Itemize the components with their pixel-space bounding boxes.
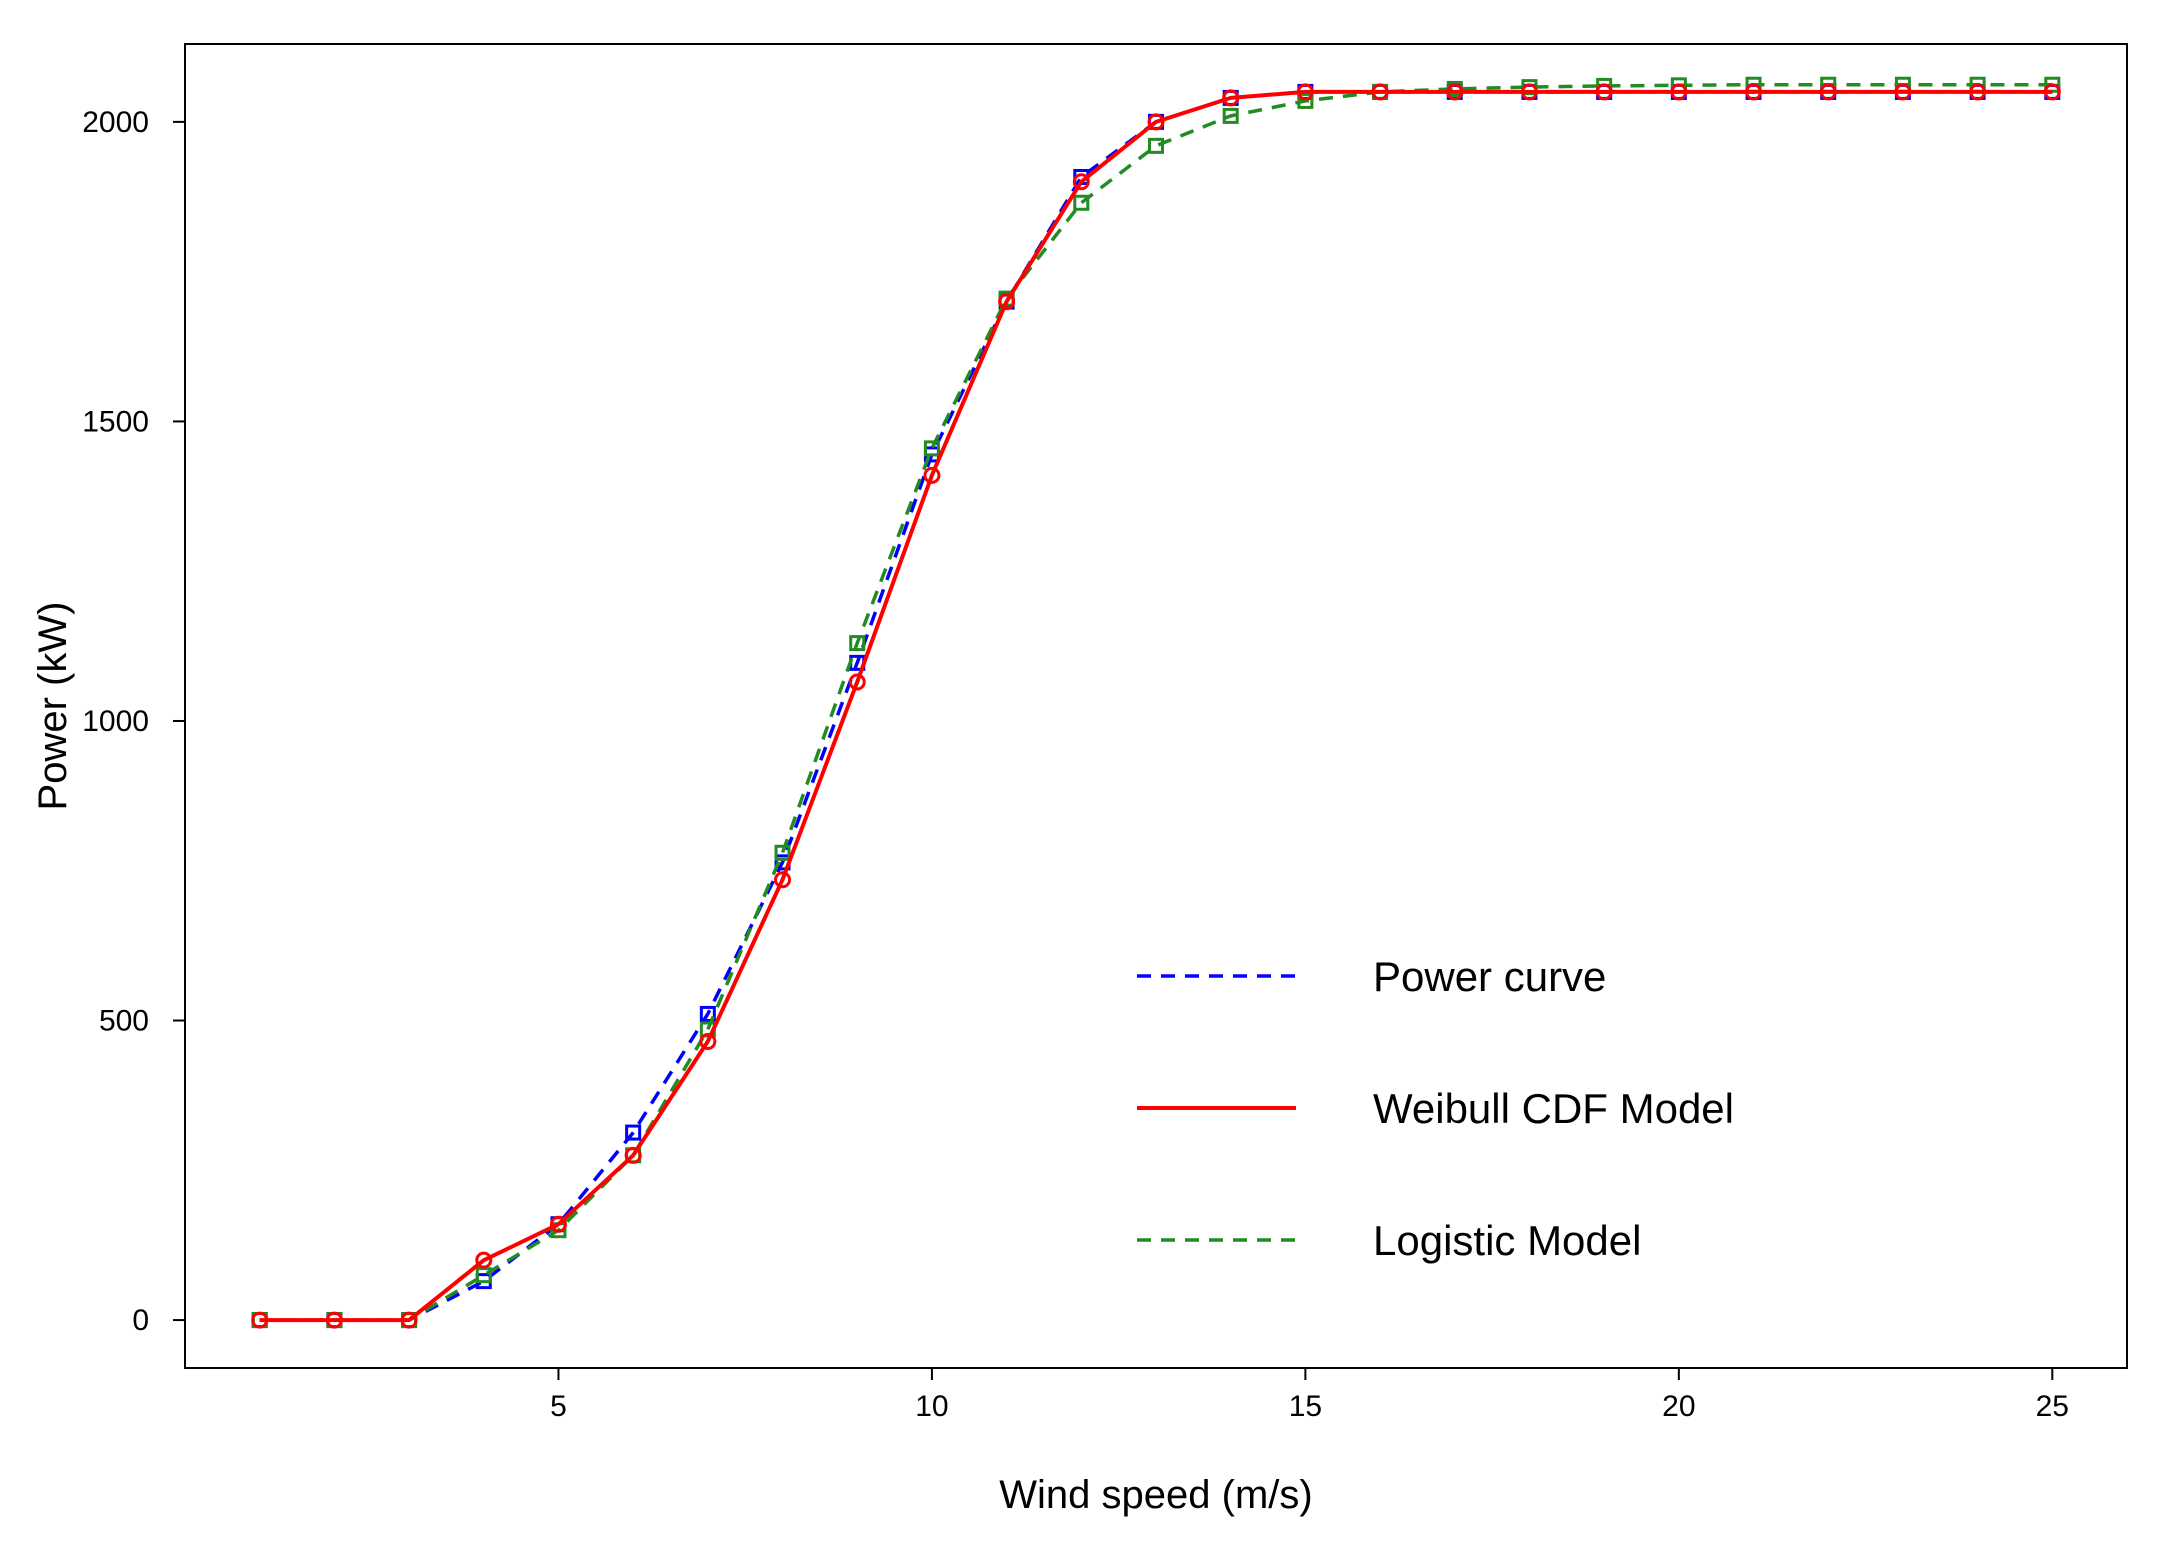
data-point (1969, 83, 1987, 101)
data-point (2044, 76, 2061, 93)
data-point (1222, 89, 1240, 107)
legend-label-weibull-cdf-model: Weibull CDF Model (1373, 1085, 1734, 1132)
data-point (1819, 83, 1837, 101)
legend-label-logistic-model: Logistic Model (1373, 1217, 1641, 1264)
data-point (1446, 83, 1464, 101)
data-point (848, 673, 866, 691)
data-point (549, 1215, 567, 1233)
data-point (1745, 83, 1763, 101)
data-point (251, 1311, 269, 1329)
series-logistic-model (251, 76, 2061, 1329)
data-point (774, 844, 791, 861)
data-point (1072, 173, 1090, 191)
legend-label-power-curve: Power curve (1373, 953, 1606, 1000)
data-point (1371, 83, 1389, 101)
data-point (699, 1032, 717, 1050)
data-point (475, 1251, 493, 1269)
data-point (923, 466, 941, 484)
x-tick-label: 15 (1289, 1390, 1322, 1423)
data-point (1073, 194, 1090, 211)
x-tick-label: 5 (550, 1390, 567, 1423)
data-point (1147, 113, 1165, 131)
legend: Power curve Weibull CDF Model Logistic Mod… (1137, 953, 1734, 1264)
x-tick-label: 20 (1662, 1390, 1695, 1423)
data-point (1297, 92, 1314, 109)
data-point (923, 440, 940, 457)
plot-frame (184, 43, 2128, 1369)
data-point (1595, 83, 1613, 101)
data-point (849, 635, 866, 652)
data-point (998, 293, 1016, 311)
x-tick-label: 25 (2036, 1390, 2069, 1423)
x-tick-label: 10 (915, 1390, 948, 1423)
data-point (1296, 83, 1314, 101)
data-point (1894, 83, 1912, 101)
data-point (624, 1146, 642, 1164)
data-point (1520, 83, 1538, 101)
series-line-weibull-cdf-model (259, 89, 2053, 1323)
series-power-curve (251, 83, 2061, 1329)
series-weibull-cdf-model (251, 83, 2061, 1329)
y-tick-label: 2000 (82, 106, 149, 139)
y-tick-label: 1000 (82, 705, 149, 738)
series-line-power-curve (259, 90, 2053, 1322)
data-point (625, 1124, 642, 1141)
y-axis: 0 500 1000 1500 2000 (82, 106, 185, 1337)
data-point (699, 1005, 716, 1022)
data-point (1670, 83, 1688, 101)
series-line-logistic-model (259, 82, 2053, 1322)
y-tick-label: 500 (99, 1005, 149, 1038)
y-tick-label: 1500 (82, 405, 149, 438)
x-axis: 5 10 15 20 25 (550, 1368, 2069, 1423)
data-point (1148, 137, 1164, 154)
data-point (400, 1311, 418, 1329)
data-point (325, 1311, 343, 1329)
y-axis-title: Power (kW) (31, 602, 75, 811)
y-tick-label: 0 (132, 1304, 149, 1337)
data-point (2043, 83, 2061, 101)
data-point (1222, 107, 1239, 124)
series-layer (251, 76, 2061, 1329)
data-point (774, 871, 792, 889)
x-axis-title: Wind speed (m/s) (999, 1473, 1312, 1517)
